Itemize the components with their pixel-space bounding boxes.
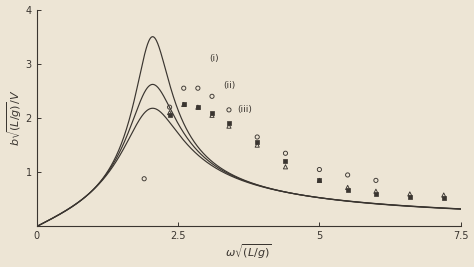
- Text: (ii): (ii): [223, 81, 236, 90]
- Point: [282, 165, 289, 169]
- Point: [344, 173, 351, 177]
- Point: [316, 178, 323, 183]
- Y-axis label: $b\sqrt{(L/g)}/V$: $b\sqrt{(L/g)}/V$: [6, 90, 24, 146]
- Point: [406, 195, 414, 199]
- Point: [140, 176, 148, 181]
- Point: [225, 108, 233, 112]
- Point: [282, 151, 289, 155]
- Point: [440, 196, 447, 201]
- Point: [406, 192, 414, 196]
- Point: [372, 178, 380, 183]
- Point: [194, 105, 201, 109]
- Point: [180, 86, 188, 90]
- Point: [208, 94, 216, 99]
- Point: [254, 143, 261, 147]
- Point: [254, 135, 261, 139]
- Point: [282, 159, 289, 163]
- Point: [166, 111, 173, 115]
- Point: [225, 124, 233, 128]
- Text: (iii): (iii): [237, 105, 252, 114]
- Point: [344, 185, 351, 190]
- Point: [194, 105, 201, 109]
- Point: [344, 187, 351, 192]
- Point: [166, 105, 173, 109]
- Point: [440, 193, 447, 197]
- Point: [316, 167, 323, 172]
- Text: (i): (i): [209, 54, 219, 63]
- Point: [372, 189, 380, 193]
- Point: [372, 192, 380, 196]
- Point: [180, 102, 188, 107]
- Point: [180, 102, 188, 107]
- Point: [254, 140, 261, 144]
- X-axis label: $\omega\sqrt{(L/g)}$: $\omega\sqrt{(L/g)}$: [225, 243, 272, 261]
- Point: [225, 121, 233, 125]
- Point: [208, 113, 216, 117]
- Point: [166, 113, 173, 117]
- Point: [194, 86, 201, 90]
- Point: [208, 111, 216, 115]
- Point: [316, 178, 323, 183]
